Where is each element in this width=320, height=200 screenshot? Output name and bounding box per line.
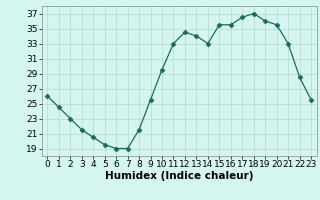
X-axis label: Humidex (Indice chaleur): Humidex (Indice chaleur) — [105, 171, 253, 181]
